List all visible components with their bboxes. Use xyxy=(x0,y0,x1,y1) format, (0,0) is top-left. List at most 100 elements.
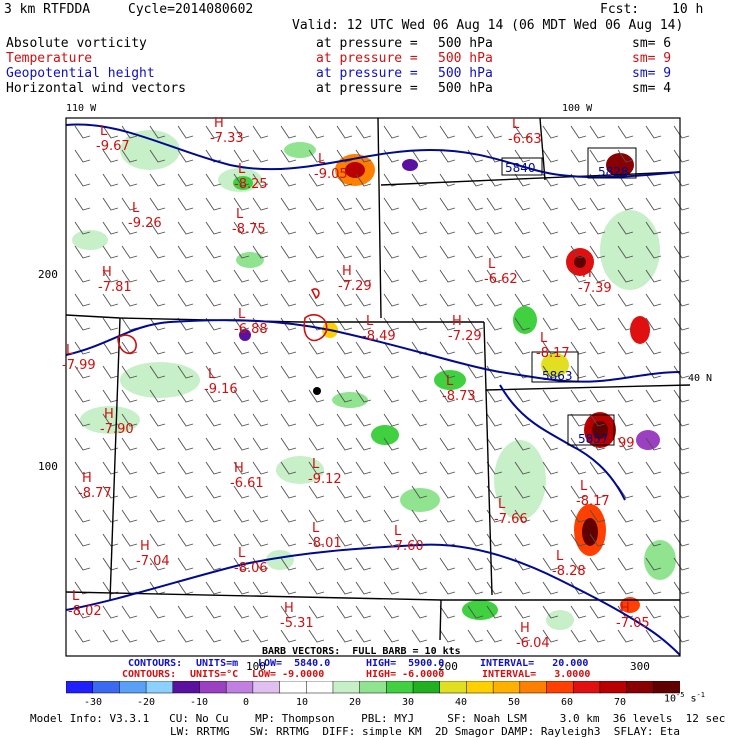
wind-barb xyxy=(570,245,587,259)
vorticity-blob xyxy=(546,610,574,630)
wind-barb xyxy=(308,629,325,643)
wind-barb xyxy=(280,581,297,595)
wind-barb xyxy=(645,485,662,499)
contours-red-label: CONTOURS: xyxy=(122,669,177,680)
grid-label-100: 100 xyxy=(38,460,58,473)
temp-extremum-value: -8.75 xyxy=(232,222,266,237)
temp-extremum-kind: L xyxy=(100,124,108,139)
wind-barb xyxy=(233,629,250,643)
colorbar-tick-label: 50 xyxy=(508,697,521,708)
colorbar xyxy=(66,681,680,694)
temp-extremum-value: -9.12 xyxy=(308,472,342,487)
vorticity-blob xyxy=(541,353,569,377)
vorticity-blob xyxy=(276,456,324,484)
wind-barb xyxy=(177,605,194,619)
wind-barb xyxy=(383,341,400,355)
temp-extremum-kind: L xyxy=(238,162,246,177)
temp-extremum-value: -8.28 xyxy=(552,564,586,579)
temp-extremum-value: -9.16 xyxy=(204,382,238,397)
wind-barb xyxy=(486,437,503,451)
wind-barb xyxy=(102,149,119,163)
temp-extremum-kind: L xyxy=(540,331,548,346)
wind-barb xyxy=(570,509,587,523)
wind-barb xyxy=(233,341,250,355)
wind-barb xyxy=(205,197,222,211)
grid-label-bottom-200: 200 xyxy=(438,660,458,673)
wind-barb xyxy=(645,197,662,211)
field-2-level: 500 hPa xyxy=(438,66,493,81)
wind-barb xyxy=(121,581,138,595)
wind-barb xyxy=(439,413,456,427)
wind-barb xyxy=(542,149,559,163)
wind-barb xyxy=(570,197,587,211)
wind-barb xyxy=(570,173,587,187)
wind-barb xyxy=(355,605,372,619)
wind-barb xyxy=(673,365,690,379)
wind-barb xyxy=(355,221,372,235)
wind-barb xyxy=(149,533,166,547)
temp-extremum-kind: L xyxy=(512,117,520,132)
wind-barb xyxy=(355,557,372,571)
wind-barb xyxy=(177,461,194,475)
wind-barb xyxy=(673,509,690,523)
temp-extremum-value: -8.01 xyxy=(308,536,342,551)
wind-barb xyxy=(439,197,456,211)
wind-barb xyxy=(74,389,91,403)
temp-extremum-value: -7.29 xyxy=(448,329,482,344)
wind-barb xyxy=(252,581,269,595)
wind-barb xyxy=(439,221,456,235)
wind-barb xyxy=(383,413,400,427)
wind-barb xyxy=(542,125,559,139)
wind-barb xyxy=(411,437,428,451)
wind-barb xyxy=(439,125,456,139)
wind-barb xyxy=(467,461,484,475)
temp-extremum-value: -9.26 xyxy=(128,216,162,231)
wind-barb xyxy=(149,125,166,139)
wind-barb xyxy=(308,269,325,283)
wind-barb xyxy=(252,365,269,379)
wind-barb xyxy=(411,485,428,499)
vorticity-blob xyxy=(345,162,365,178)
colorbar-swatch xyxy=(279,681,308,694)
wind-barb xyxy=(355,581,372,595)
wind-barb xyxy=(673,173,690,187)
temp-extremum-value: -7.29 xyxy=(338,279,372,294)
wind-barb xyxy=(617,557,634,571)
wind-barb xyxy=(383,269,400,283)
wind-barb xyxy=(411,365,428,379)
wind-barb xyxy=(149,341,166,355)
wind-barb xyxy=(467,197,484,211)
grid-label-200: 200 xyxy=(38,268,58,281)
temp-extremum-value: -7.05 xyxy=(616,616,650,631)
temp-extremum-kind: H xyxy=(102,265,112,280)
wind-barb xyxy=(570,221,587,235)
wind-barb xyxy=(383,557,400,571)
wind-barb xyxy=(336,317,353,331)
wind-barb xyxy=(308,437,325,451)
wind-barb xyxy=(589,437,606,451)
colorbar-swatch xyxy=(199,681,227,694)
wind-barb xyxy=(280,197,297,211)
vorticity-blob xyxy=(606,153,634,177)
temp-extremum-kind: L xyxy=(556,549,564,564)
wind-barb xyxy=(336,341,353,355)
wind-barb xyxy=(439,341,456,355)
temp-extremum-kind: H xyxy=(82,471,92,486)
vorticity-blob xyxy=(120,362,200,398)
temp-extremum-kind: L xyxy=(66,343,74,358)
wind-barb xyxy=(645,557,662,571)
wind-barb xyxy=(486,317,503,331)
colorbar-swatch xyxy=(546,681,574,694)
wind-barb xyxy=(617,389,634,403)
wind-barb xyxy=(149,293,166,307)
vorticity-shading xyxy=(72,130,676,630)
wind-barb xyxy=(645,581,662,595)
wind-barb xyxy=(645,269,662,283)
colorbar-tick-label: -30 xyxy=(84,697,103,708)
wind-barb xyxy=(205,461,222,475)
wind-barb xyxy=(673,485,690,499)
vorticity-blob xyxy=(462,600,498,620)
wind-barb xyxy=(233,293,250,307)
colorbar-swatch xyxy=(492,681,521,694)
wind-barb xyxy=(121,269,138,283)
